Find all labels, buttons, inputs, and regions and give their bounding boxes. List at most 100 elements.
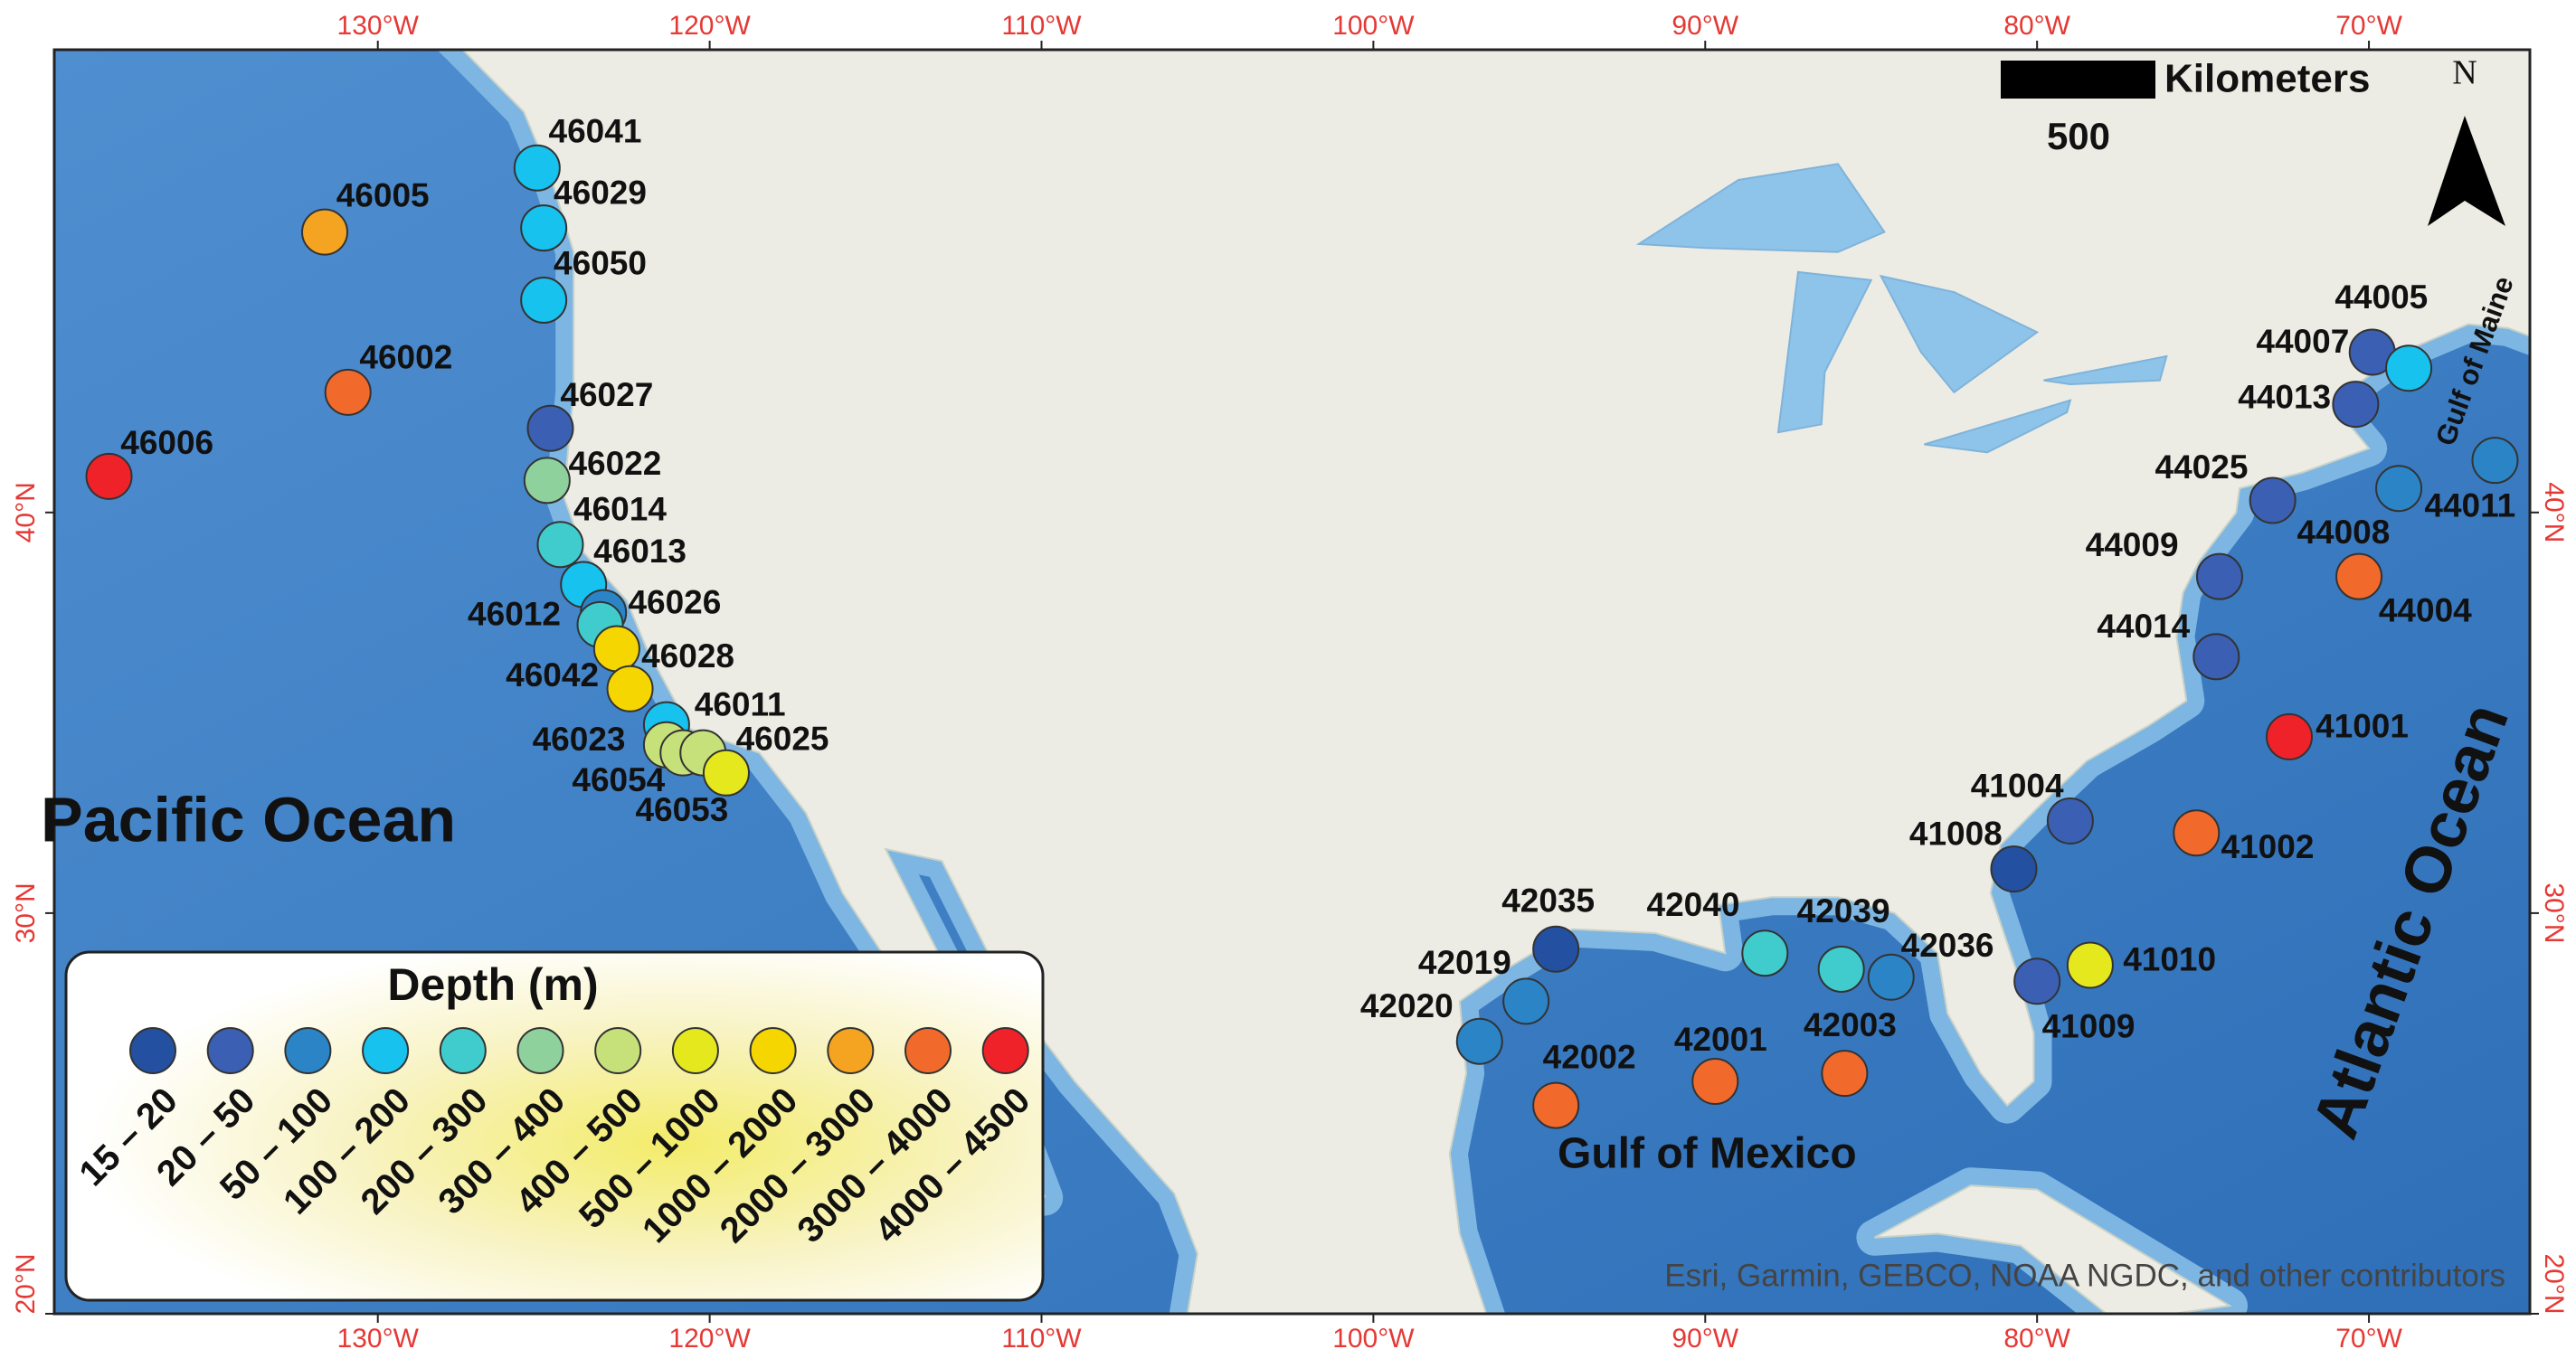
- legend-swatch: [904, 1027, 952, 1074]
- buoy-station: [2375, 465, 2423, 513]
- buoy-station: [2335, 552, 2383, 600]
- x-tick-label: 70°W: [2335, 1324, 2402, 1354]
- station-label: 41004: [1971, 767, 2064, 804]
- station-label: 46002: [359, 338, 452, 375]
- station-label: 46014: [573, 491, 667, 528]
- station-label: 46028: [641, 637, 734, 675]
- station-label: 46022: [568, 445, 661, 482]
- buoy-station: [1532, 1081, 1580, 1129]
- map-frame: [52, 48, 2532, 1316]
- buoy-station: [2013, 958, 2061, 1005]
- x-tick-label: 80°W: [2003, 11, 2070, 41]
- station-label: 46011: [695, 685, 786, 722]
- buoy-station: [2332, 381, 2380, 429]
- lake: [1635, 163, 1886, 253]
- station-label: 41010: [2123, 941, 2216, 978]
- lake: [2043, 354, 2168, 386]
- land: [1873, 1184, 2232, 1314]
- station-label: 46054: [572, 761, 665, 798]
- north-label: N: [2452, 54, 2477, 92]
- buoy-station: [1990, 845, 2038, 893]
- buoy-station: [2173, 809, 2221, 857]
- legend-swatch: [827, 1027, 875, 1074]
- station-label: 42036: [1901, 927, 1994, 964]
- attribution: Esri, Garmin, GEBCO, NOAA NGDC, and othe…: [1664, 1258, 2505, 1293]
- x-tick-label: 70°W: [2335, 11, 2402, 41]
- station-label: 46023: [533, 721, 626, 758]
- lake: [1879, 274, 2040, 394]
- station-label: 44013: [2238, 378, 2331, 415]
- y-tick-label: 40°N: [11, 482, 41, 542]
- buoy-station: [1741, 929, 1789, 977]
- buoy-station: [2385, 344, 2433, 392]
- station-label: 44004: [2379, 591, 2472, 628]
- x-tick-label: 80°W: [2003, 1324, 2070, 1354]
- buoy-station: [2066, 941, 2114, 989]
- station-label: 42001: [1674, 1021, 1767, 1058]
- lake: [1924, 399, 2072, 454]
- legend-swatch: [749, 1027, 797, 1074]
- lake: [1776, 270, 1873, 434]
- station-label: 44007: [2256, 323, 2349, 360]
- station-label: 44005: [2334, 278, 2428, 316]
- y-tick-label: 20°N: [2539, 1253, 2569, 1314]
- station-label: 41001: [2316, 708, 2409, 745]
- station-label: 46026: [628, 583, 721, 620]
- overlay: 130°W 130°W 120°W 120°W 110°W 110°W 100°W 100°W…: [11, 11, 2569, 1354]
- station-label: 46029: [554, 175, 647, 212]
- north-arrow: [2428, 116, 2505, 226]
- buoy-station: [2266, 712, 2314, 760]
- buoy-station: [2249, 476, 2297, 524]
- buoy-station: [324, 368, 372, 416]
- station-label: 41008: [1909, 816, 2003, 853]
- y-tick-label: 20°N: [11, 1253, 41, 1314]
- station-label: 44025: [2155, 448, 2249, 486]
- y-tick-label: 40°N: [2539, 482, 2569, 542]
- buoy-station: [1455, 1017, 1503, 1065]
- x-tick-label: 90°W: [1672, 11, 1738, 41]
- buoy-station: [1821, 1050, 1869, 1098]
- buoy-station: [301, 208, 349, 256]
- station-label: 42020: [1360, 987, 1454, 1024]
- x-tick-label: 120°W: [668, 1324, 751, 1354]
- x-tick-label: 100°W: [1332, 1324, 1415, 1354]
- y-tick-label: 30°N: [11, 882, 41, 943]
- buoy-station: [702, 749, 750, 797]
- station-label: 46053: [635, 791, 728, 828]
- buoy-station: [513, 144, 561, 192]
- x-tick-label: 90°W: [1672, 1324, 1738, 1354]
- buoy-station: [523, 457, 571, 505]
- x-tick-label: 100°W: [1332, 11, 1415, 41]
- buoy-station: [1502, 977, 1550, 1025]
- station-label: 42019: [1418, 944, 1511, 981]
- buoy-station: [2471, 437, 2519, 485]
- x-tick-label: 130°W: [337, 11, 420, 41]
- place-label: Pacific Ocean: [41, 784, 456, 854]
- buoy-station: [526, 404, 574, 452]
- station-label: 44011: [2424, 487, 2515, 524]
- station-label: 46041: [549, 112, 642, 149]
- station-label: 46042: [506, 656, 599, 693]
- buoy-station: [592, 625, 640, 673]
- y-tick-label: 30°N: [2539, 882, 2569, 943]
- buoy-station: [85, 452, 133, 500]
- legend-swatch: [594, 1027, 642, 1074]
- legend-swatch: [362, 1027, 410, 1074]
- station-label: 46006: [120, 424, 213, 461]
- land: [461, 50, 2530, 1314]
- station-label: 41009: [2042, 1008, 2136, 1045]
- x-tick-label: 120°W: [668, 11, 751, 41]
- buoy-station: [520, 204, 568, 252]
- buoy-station: [2046, 797, 2094, 844]
- buoy-station: [2195, 552, 2243, 600]
- buoy-station: [1691, 1057, 1739, 1105]
- buoy-station: [536, 521, 584, 569]
- legend-swatch: [516, 1027, 564, 1074]
- station-label: 46005: [336, 176, 430, 213]
- buoy-station: [2192, 633, 2240, 681]
- place-label: Gulf of Mexico: [1558, 1130, 1857, 1178]
